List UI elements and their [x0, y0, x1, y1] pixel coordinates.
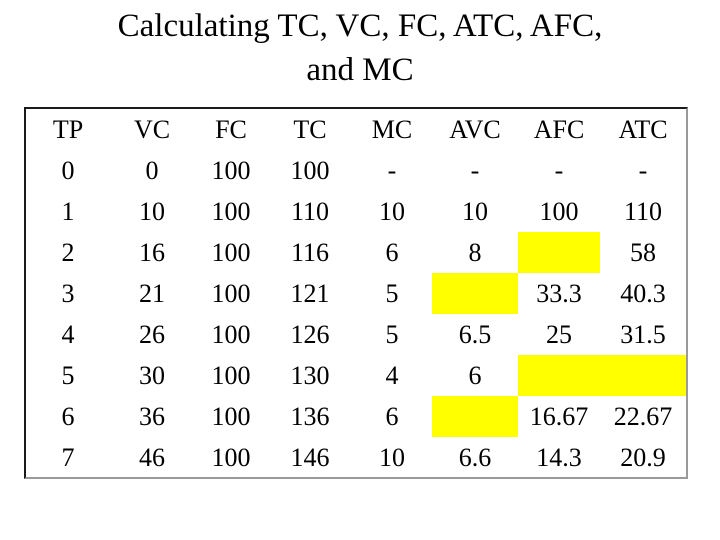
- cell-atc: -: [638, 155, 648, 185]
- cell-avc: 10: [462, 196, 488, 226]
- cell-avc: 8: [468, 237, 482, 267]
- cell-fc: 100: [211, 155, 251, 185]
- table-row: 3 21 100 121 5 33.3 40.3: [26, 273, 686, 314]
- cell-afc: 25: [546, 319, 572, 349]
- header-row: TP VC FC TC MC AVC AFC ATC: [26, 109, 686, 150]
- cell-mc: 5: [385, 278, 399, 308]
- cell-fc: 100: [211, 442, 251, 472]
- cell-tp: 0: [61, 155, 75, 185]
- cell-tp: 4: [61, 319, 75, 349]
- cell-tp: 3: [61, 278, 75, 308]
- cell-vc: 46: [139, 442, 165, 472]
- cell-fc: 100: [211, 196, 251, 226]
- cost-table: TP VC FC TC MC AVC AFC ATC 0 0 100 100- - - -1 10 100 110…: [26, 109, 686, 478]
- cell-avc: [432, 273, 518, 314]
- cell-tc: 130: [290, 360, 330, 390]
- cell-tc: 121: [290, 278, 330, 308]
- table-row: 4 26 100 126 5 6.5 25 31.5: [26, 314, 686, 355]
- cell-avc: -: [470, 155, 480, 185]
- cell-mc: 4: [385, 360, 399, 390]
- cell-tc: 116: [290, 237, 330, 267]
- cell-avc: 6: [468, 360, 482, 390]
- column-header-vc: VC: [133, 114, 171, 144]
- column-header-tc: TC: [293, 114, 327, 144]
- cell-atc: [600, 355, 686, 396]
- cell-afc: -: [554, 155, 564, 185]
- cell-mc: 5: [385, 319, 399, 349]
- cell-atc: 58: [630, 237, 656, 267]
- cell-tc: 110: [290, 196, 330, 226]
- cell-fc: 100: [211, 319, 251, 349]
- cell-mc: 6: [385, 237, 399, 267]
- column-header-avc: AVC: [449, 114, 501, 144]
- column-header-atc: ATC: [618, 114, 668, 144]
- table-row: 5 30 100 130 4 6: [26, 355, 686, 396]
- cell-tp: 5: [61, 360, 75, 390]
- cell-mc: 6: [385, 401, 399, 431]
- column-header-tp: TP: [52, 114, 84, 144]
- cell-afc: 14.3: [536, 442, 582, 472]
- column-header-mc: MC: [371, 114, 413, 144]
- cell-tp: 7: [61, 442, 75, 472]
- table-row: 0 0 100 100 - - - -: [26, 150, 686, 191]
- cell-vc: 0: [145, 155, 159, 185]
- cell-fc: 100: [211, 278, 251, 308]
- cell-atc: 22.67: [613, 401, 673, 431]
- cell-avc: 6.5: [458, 319, 492, 349]
- title-line-1: Calculating TC, VC, FC, ATC, AFC,: [117, 8, 603, 44]
- cell-avc: 6.6: [458, 442, 492, 472]
- cell-mc: -: [387, 155, 397, 185]
- page-title: Calculating TC, VC, FC, ATC, AFC, and MC: [0, 4, 720, 92]
- cell-afc: [518, 232, 600, 273]
- cell-fc: 100: [211, 360, 251, 390]
- cell-avc: [432, 396, 518, 437]
- cell-tc: 146: [290, 442, 330, 472]
- cost-table-frame: TP VC FC TC MC AVC AFC ATC 0 0 100 100- - - -1 10 100 110…: [24, 107, 688, 479]
- cell-atc: 40.3: [620, 278, 666, 308]
- cell-vc: 30: [139, 360, 165, 390]
- cell-vc: 10: [139, 196, 165, 226]
- cell-tp: 6: [61, 401, 75, 431]
- cell-afc: 100: [539, 196, 579, 226]
- cell-atc: 20.9: [620, 442, 666, 472]
- cell-tc: 126: [290, 319, 330, 349]
- cell-mc: 10: [379, 196, 405, 226]
- cell-afc: 33.3: [536, 278, 582, 308]
- cell-atc: 31.5: [620, 319, 666, 349]
- cell-fc: 100: [211, 237, 251, 267]
- cell-afc: 16.67: [529, 401, 589, 431]
- cell-vc: 21: [139, 278, 165, 308]
- table-row: 1 10 100 110 10 10 100 110: [26, 191, 686, 232]
- table-row: 6 36 100 136 6 16.67 22.67: [26, 396, 686, 437]
- title-line-2: and MC: [306, 52, 414, 88]
- table-row: 7 46 100 146 10 6.6 14.3 20.9: [26, 437, 686, 478]
- cell-vc: 16: [139, 237, 165, 267]
- cell-tp: 1: [61, 196, 75, 226]
- cell-mc: 10: [379, 442, 405, 472]
- column-header-fc: FC: [215, 114, 247, 144]
- cell-vc: 36: [139, 401, 165, 431]
- cell-tp: 2: [61, 237, 75, 267]
- cell-afc: [518, 355, 600, 396]
- cell-fc: 100: [211, 401, 251, 431]
- cell-vc: 26: [139, 319, 165, 349]
- cell-tc: 136: [290, 401, 330, 431]
- column-header-afc: AFC: [533, 114, 585, 144]
- cell-atc: 110: [623, 196, 663, 226]
- table-row: 2 16 100 116 6 8 58: [26, 232, 686, 273]
- cell-tc: 100: [290, 155, 330, 185]
